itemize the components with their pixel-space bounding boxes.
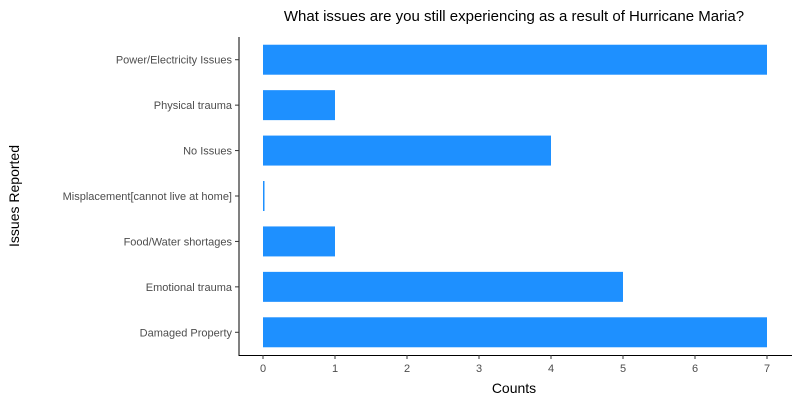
bar-emotional-trauma xyxy=(263,271,623,302)
x-tick-label: 3 xyxy=(476,363,482,375)
x-tick-label: 4 xyxy=(548,363,554,375)
y-tick-label: Food/Water shortages xyxy=(124,236,233,248)
x-tick-label: 7 xyxy=(764,363,770,375)
y-tick-label: Power/Electricity Issues xyxy=(116,55,233,67)
y-axis: Damaged Property Emotional trauma Food/Wat… xyxy=(63,37,240,356)
x-tick-label: 5 xyxy=(620,363,626,375)
bar-damaged-property xyxy=(263,317,767,348)
bar-food-water-shortages xyxy=(263,226,335,257)
x-tick-label: 0 xyxy=(260,363,266,375)
chart-title: What issues are you still experiencing a… xyxy=(284,8,744,25)
y-tick-label: Misplacement[cannot live at home] xyxy=(63,191,232,203)
bar-power-electricity-issues xyxy=(263,44,767,75)
y-tick-label: No Issues xyxy=(183,146,232,158)
y-axis-title: Issues Reported xyxy=(6,145,22,247)
bar-physical-trauma xyxy=(263,90,335,121)
y-tick-label: Physical trauma xyxy=(154,100,233,112)
x-tick-label: 2 xyxy=(404,363,410,375)
x-axis: 0 1 2 3 4 5 6 7 xyxy=(239,355,792,375)
x-tick-label: 6 xyxy=(692,363,698,375)
bars-group xyxy=(263,44,767,348)
bar-no-issues xyxy=(263,135,551,166)
x-tick-label: 1 xyxy=(332,363,338,375)
bar-misplacement-cannot-live-at-home xyxy=(263,181,265,211)
x-axis-title: Counts xyxy=(492,380,536,396)
y-tick-label: Emotional trauma xyxy=(146,282,233,294)
y-tick-label: Damaged Property xyxy=(140,327,233,339)
